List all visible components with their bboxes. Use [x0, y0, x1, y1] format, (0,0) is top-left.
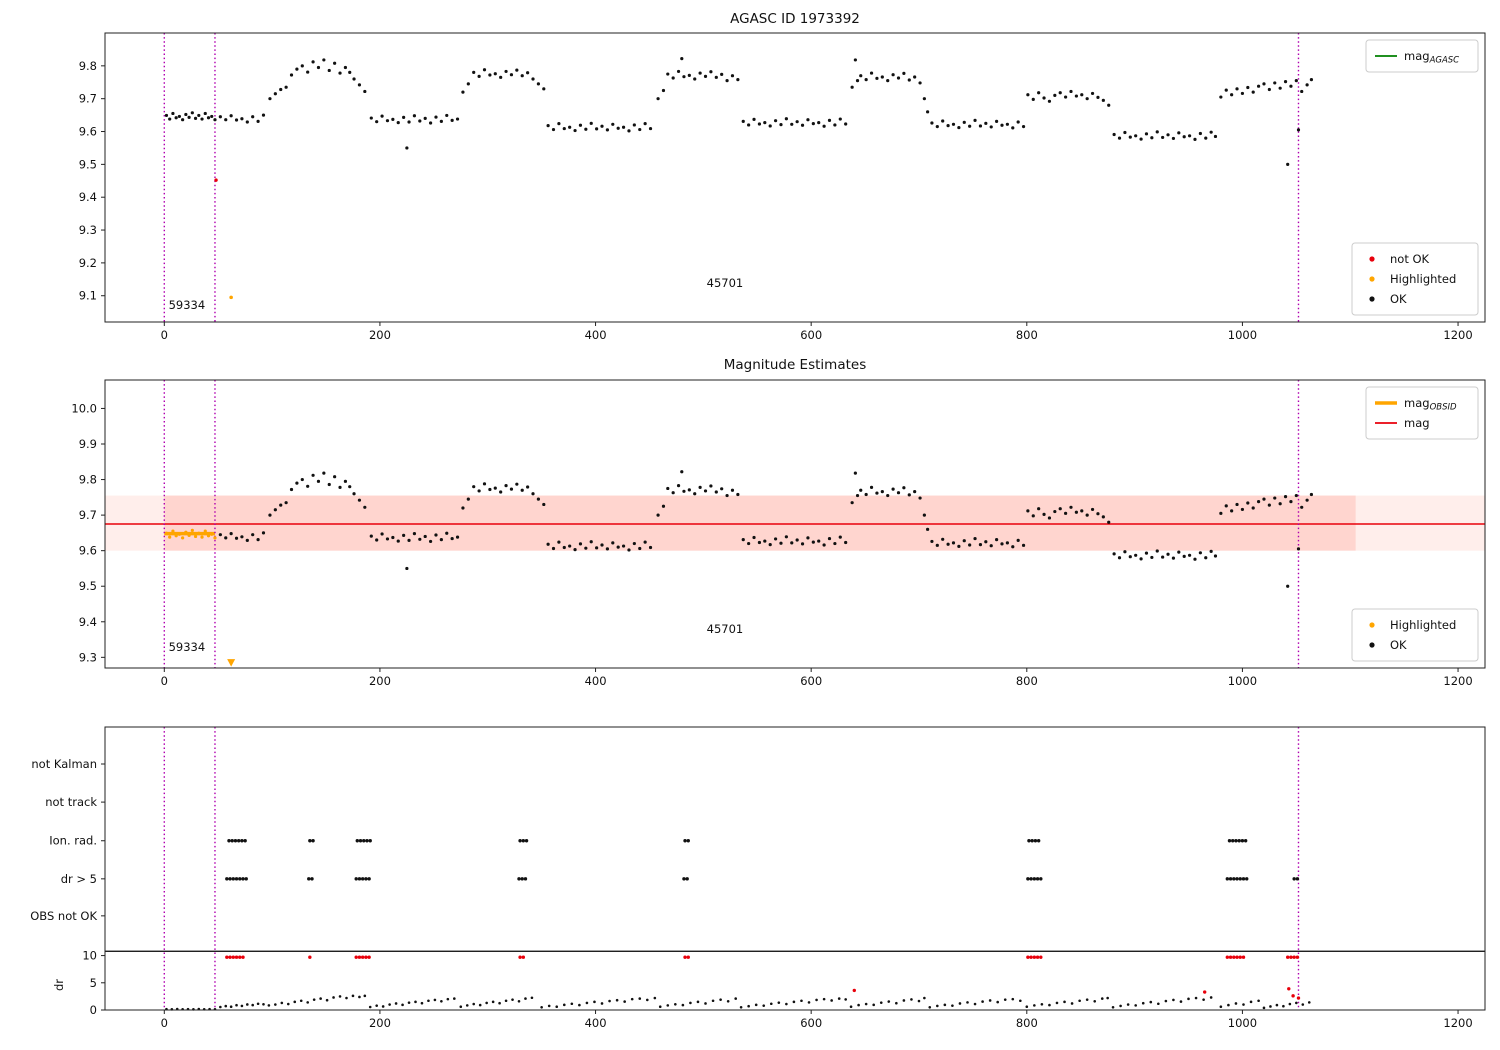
tick-or-annotation-text: 0 — [161, 328, 168, 342]
tick-or-annotation-text: 400 — [585, 1016, 607, 1030]
tick-or-annotation-text: 9.8 — [79, 473, 97, 487]
tick-or-annotation-text: 800 — [1016, 674, 1038, 688]
tick-or-annotation-text: not track — [45, 795, 97, 809]
ok-points-obsid — [164, 111, 217, 122]
x-axis: 0 200 400 600 800 1000 1200 — [161, 668, 1473, 688]
not-ok-point — [214, 178, 218, 182]
tick-or-annotation-text: 200 — [369, 328, 391, 342]
tick-or-annotation-text: 0 — [161, 1016, 168, 1030]
tick-or-annotation-text: dr > 5 — [61, 872, 97, 886]
tick-or-annotation-text: 9.2 — [79, 256, 97, 270]
uncertainty-band — [105, 495, 1485, 551]
axes-frame — [104, 32, 1486, 323]
x-axis: 0 200 400 600 800 1000 1200 — [161, 1010, 1473, 1030]
y-axis: 9.3 9.4 9.5 9.6 9.7 9.8 9.9 10.0 — [71, 401, 105, 664]
legend-label: mag — [1404, 416, 1430, 430]
legend-label: Highlighted — [1390, 618, 1456, 632]
tick-or-annotation-text: 9.8 — [79, 59, 97, 73]
obsid-annotation: 45701 — [707, 622, 744, 636]
tick-or-annotation-text: 600 — [800, 674, 822, 688]
tick-or-annotation-text: 9.7 — [79, 92, 97, 106]
tick-or-annotation-text: 1200 — [1443, 1016, 1472, 1030]
tick-or-annotation-text: 0 — [161, 674, 168, 688]
legend-label: not OK — [1390, 252, 1430, 266]
dr-red-outliers — [852, 987, 1301, 1000]
highlighted-obsid-points — [164, 528, 217, 540]
agasc-chart-title: AGASC ID 1973392 — [730, 11, 860, 27]
x-axis: 0 200 400 600 800 1000 1200 — [161, 322, 1473, 342]
tick-or-annotation-text: 1000 — [1228, 1016, 1257, 1030]
obsid-annotation: 59334 — [169, 640, 206, 654]
tick-or-annotation-text: Ion. rad. — [49, 834, 97, 848]
tick-or-annotation-text: 9.1 — [79, 289, 97, 303]
tick-or-annotation-text: 200 — [369, 1016, 391, 1030]
tick-or-annotation-text: 9.7 — [79, 508, 97, 522]
magnitude-estimates-title: Magnitude Estimates — [723, 357, 867, 373]
legend: magAGASC — [1365, 39, 1479, 73]
obsid-annotation: 45701 — [707, 276, 744, 290]
legend: not OK Highlighted OK — [1351, 242, 1479, 316]
tick-or-annotation-text: 600 — [800, 1016, 822, 1030]
tick-or-annotation-text: 1000 — [1228, 674, 1257, 688]
dr-trace — [165, 994, 1311, 1011]
axes-frame — [104, 726, 1486, 1011]
tick-or-annotation-text: 9.5 — [79, 579, 97, 593]
tick-or-annotation-text: 400 — [585, 674, 607, 688]
tick-or-annotation-text: 9.4 — [79, 615, 97, 629]
obsid-annotation: 59334 — [169, 298, 206, 312]
tick-or-annotation-text: 9.6 — [79, 544, 97, 558]
tick-or-annotation-text: 200 — [369, 674, 391, 688]
tick-or-annotation-text: 600 — [800, 328, 822, 342]
highlighted-point — [229, 295, 233, 300]
tick-or-annotation-text: 5 — [90, 976, 97, 990]
flags-dr-plot: 0 200 400 600 800 1000 1200 0 5 10 OBS not OK dr > … — [30, 726, 1486, 1030]
y-axis-label: dr — [52, 979, 66, 991]
ok-points — [218, 57, 1314, 166]
y-axis: 0 5 10 OBS not OK dr > 5 Ion. rad. not track no… — [30, 757, 105, 1017]
magnitude-estimates-plot: 0 200 400 600 800 1000 12009.39.49.59.69.79.89… — [71, 379, 1486, 688]
legend: Highlighted OK — [1351, 608, 1479, 662]
legend-label: OK — [1390, 638, 1407, 652]
tick-or-annotation-text: 1200 — [1443, 328, 1472, 342]
legend-label: Highlighted — [1390, 272, 1456, 286]
tick-or-annotation-text: 9.3 — [79, 223, 97, 237]
tick-or-annotation-text: not Kalman — [31, 757, 97, 771]
y-axis: 9.1 9.2 9.3 9.4 9.5 9.6 9.7 9.8 — [79, 59, 105, 303]
axes-frame — [104, 379, 1486, 669]
tick-or-annotation-text: 400 — [585, 328, 607, 342]
tick-or-annotation-text: OBS not OK — [30, 909, 97, 923]
tick-or-annotation-text: 1000 — [1228, 328, 1257, 342]
tick-or-annotation-text: 9.6 — [79, 125, 97, 139]
tick-or-annotation-text: 9.4 — [79, 190, 97, 204]
ok-points — [218, 470, 1314, 588]
tick-or-annotation-text: 9.9 — [79, 437, 97, 451]
tick-or-annotation-text: 10.0 — [71, 401, 97, 415]
ion-rad-dots — [227, 839, 1248, 843]
dr-clipped-red-dots — [225, 955, 1300, 959]
tick-or-annotation-text: 10 — [82, 949, 97, 963]
tick-or-annotation-text: 9.5 — [79, 157, 97, 171]
agasc-mag-plot: 0 200 400 600 800 1000 12009.19.29.39.49.59.69… — [79, 32, 1486, 342]
tick-or-annotation-text: 800 — [1016, 328, 1038, 342]
clipped-triangle-marker — [227, 659, 236, 667]
tick-or-annotation-text: 800 — [1016, 1016, 1038, 1030]
legend-label: OK — [1390, 292, 1407, 306]
tick-or-annotation-text: 0 — [90, 1003, 97, 1017]
tick-or-annotation-text: 9.3 — [79, 650, 97, 664]
dr-gt5-dots — [225, 877, 1300, 881]
tick-or-annotation-text: 1200 — [1443, 674, 1472, 688]
